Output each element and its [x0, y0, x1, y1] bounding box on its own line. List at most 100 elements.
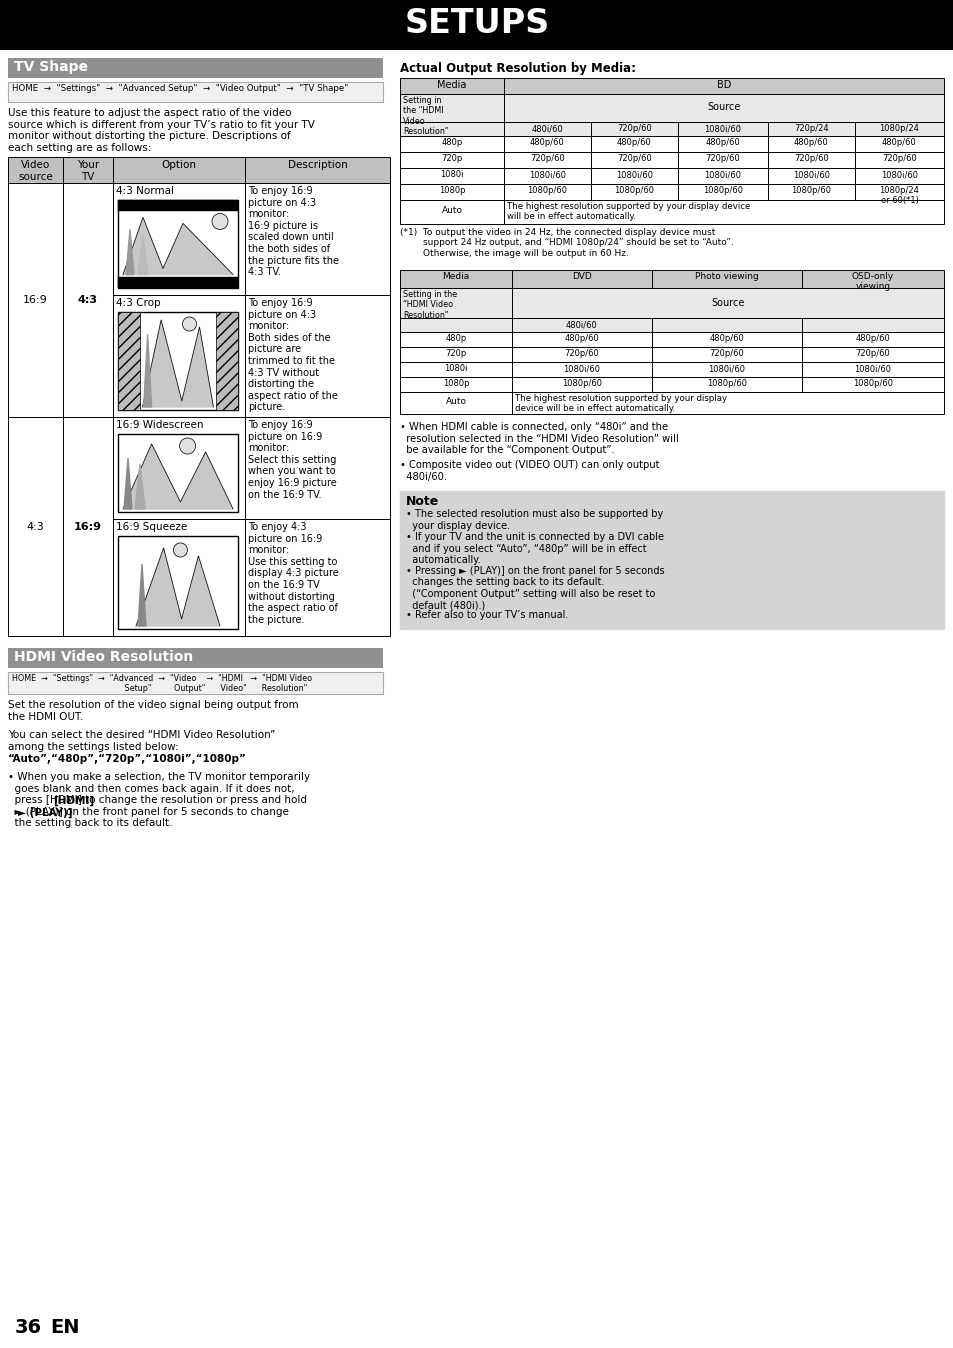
Text: Use this feature to adjust the aspect ratio of the video
source which is differe: Use this feature to adjust the aspect ra… — [8, 108, 314, 152]
Bar — [512, 332, 651, 346]
Text: Photo viewing: Photo viewing — [695, 272, 758, 280]
Bar — [399, 78, 503, 94]
Bar — [590, 136, 678, 152]
Text: 1080p/60: 1080p/60 — [852, 379, 892, 388]
Polygon shape — [123, 217, 233, 275]
Text: 1080p: 1080p — [438, 186, 465, 195]
Bar — [8, 417, 63, 636]
Text: 4:3: 4:3 — [27, 522, 45, 531]
Bar — [651, 318, 801, 332]
Bar — [63, 417, 112, 519]
Text: • Composite video out (VIDEO OUT) can only output
  480i/60.: • Composite video out (VIDEO OUT) can on… — [399, 460, 659, 481]
Bar — [678, 168, 767, 183]
Text: Auto: Auto — [441, 206, 462, 214]
Bar — [399, 392, 512, 414]
Bar — [651, 377, 801, 392]
Text: 4:3: 4:3 — [78, 295, 98, 305]
Bar — [767, 123, 854, 136]
Polygon shape — [126, 229, 133, 275]
Bar — [8, 58, 382, 78]
Bar — [399, 136, 503, 152]
Bar — [503, 136, 590, 152]
Bar — [112, 417, 245, 519]
Bar — [399, 288, 512, 318]
Text: 1080p/60: 1080p/60 — [614, 186, 654, 195]
Bar — [512, 377, 651, 392]
Text: 720p/60: 720p/60 — [530, 154, 564, 163]
Bar — [801, 377, 943, 392]
Bar — [245, 295, 390, 417]
Bar — [651, 270, 801, 288]
Text: 480p/60: 480p/60 — [617, 137, 651, 147]
Text: EN: EN — [50, 1318, 79, 1337]
Text: 1080i/60: 1080i/60 — [854, 364, 890, 373]
Bar — [651, 332, 801, 346]
Text: The highest resolution supported by your display
device will be in effect automa: The highest resolution supported by your… — [515, 394, 726, 414]
Bar — [399, 346, 512, 363]
Bar — [399, 94, 503, 123]
Polygon shape — [135, 464, 145, 510]
Circle shape — [173, 543, 187, 557]
Text: Setup"         Output"      Video"      Resolution": Setup" Output" Video" Resolution" — [12, 683, 307, 693]
Bar — [854, 152, 943, 168]
Text: The highest resolution supported by your display device
will be in effect automa: The highest resolution supported by your… — [506, 202, 750, 221]
Bar — [8, 295, 63, 417]
Text: 480i/60: 480i/60 — [531, 124, 563, 133]
Polygon shape — [144, 334, 152, 407]
Text: 720p/60: 720p/60 — [855, 349, 889, 359]
Text: Media: Media — [442, 272, 469, 280]
Text: 720p/24: 720p/24 — [793, 124, 828, 133]
Bar — [118, 311, 139, 410]
Bar — [801, 270, 943, 288]
Bar — [801, 363, 943, 377]
Text: 16:9 Squeeze: 16:9 Squeeze — [116, 522, 187, 532]
Text: 720p/60: 720p/60 — [617, 124, 651, 133]
Bar — [112, 519, 245, 636]
Text: 1080i/60: 1080i/60 — [880, 170, 917, 179]
Text: 36: 36 — [15, 1318, 42, 1337]
Text: Video
source: Video source — [18, 160, 52, 182]
Text: Note: Note — [406, 495, 438, 508]
Bar — [245, 519, 390, 636]
Polygon shape — [138, 236, 148, 275]
Bar — [112, 183, 245, 295]
Text: 1080i/60: 1080i/60 — [708, 364, 744, 373]
Bar — [590, 123, 678, 136]
Bar — [503, 78, 943, 94]
Text: 720p: 720p — [445, 349, 466, 359]
Text: 1080p/60: 1080p/60 — [702, 186, 742, 195]
Text: 720p/60: 720p/60 — [793, 154, 828, 163]
Text: To enjoy 16:9
picture on 4:3
monitor:
Both sides of the
picture are
trimmed to f: To enjoy 16:9 picture on 4:3 monitor: Bo… — [248, 298, 337, 412]
Bar — [8, 183, 63, 295]
Bar — [651, 346, 801, 363]
Bar — [63, 156, 112, 183]
Text: Your
TV: Your TV — [77, 160, 99, 182]
Bar — [63, 295, 112, 417]
Text: 1080i/60: 1080i/60 — [529, 170, 565, 179]
Polygon shape — [138, 563, 146, 625]
Bar — [590, 168, 678, 183]
Text: 1080i/60: 1080i/60 — [792, 170, 829, 179]
Bar — [8, 183, 63, 417]
Text: ► (PLAY)]: ► (PLAY)] — [18, 807, 72, 818]
Bar — [8, 648, 382, 669]
Bar — [767, 152, 854, 168]
Text: • When HDMI cable is connected, only “480i” and the
  resolution selected in the: • When HDMI cable is connected, only “48… — [399, 422, 678, 456]
Bar — [678, 123, 767, 136]
Circle shape — [212, 213, 228, 229]
Bar — [118, 537, 237, 630]
Text: 720p/60: 720p/60 — [882, 154, 916, 163]
Text: 1080i/60: 1080i/60 — [703, 170, 740, 179]
Bar — [767, 168, 854, 183]
Bar — [512, 346, 651, 363]
Text: Set the resolution of the video signal being output from
the HDMI OUT.: Set the resolution of the video signal b… — [8, 700, 298, 721]
Text: 720p/60: 720p/60 — [617, 154, 651, 163]
Bar — [503, 94, 943, 123]
Polygon shape — [123, 443, 233, 510]
Bar — [801, 318, 943, 332]
Bar — [678, 136, 767, 152]
Text: 1080i: 1080i — [439, 170, 463, 179]
Bar — [503, 152, 590, 168]
Text: 480p/60: 480p/60 — [705, 137, 740, 147]
Text: 1080i: 1080i — [444, 364, 467, 373]
